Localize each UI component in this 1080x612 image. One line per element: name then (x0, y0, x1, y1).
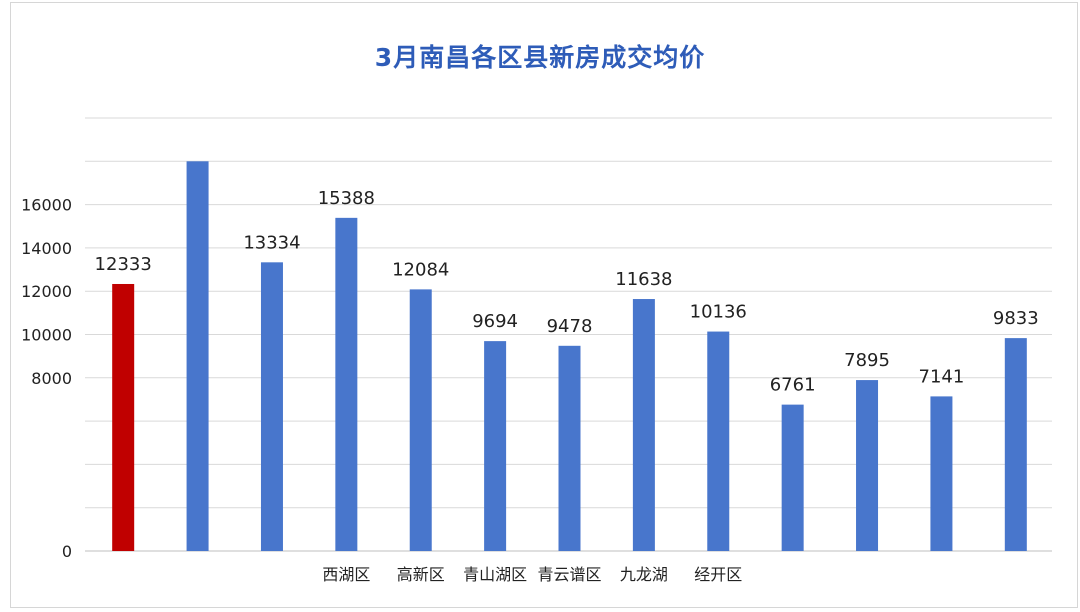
bar (856, 380, 879, 551)
data-label: 11638 (615, 269, 672, 290)
bar (558, 345, 581, 551)
data-label: 6761 (770, 375, 816, 396)
x-tick-label: 青山湖区 (463, 565, 527, 584)
bar (632, 299, 655, 551)
y-tick-label: 14000 (21, 239, 72, 258)
data-label: 7141 (919, 366, 965, 387)
bar (112, 283, 135, 551)
bar (781, 404, 804, 551)
y-tick-label: 0 (62, 542, 72, 561)
x-tick-label: 青云谱区 (537, 565, 601, 584)
data-label: 12333 (95, 254, 152, 275)
bar (335, 217, 358, 551)
bar (409, 289, 432, 551)
data-label: 9694 (472, 311, 518, 332)
y-tick-label: 8000 (31, 369, 72, 388)
x-tick-label: 经开区 (694, 565, 742, 584)
data-label: 15388 (318, 188, 375, 209)
data-label: 9478 (547, 316, 593, 337)
chart-title: 3月南昌各区县新房成交均价 (374, 43, 706, 72)
bar (930, 396, 953, 551)
x-tick-label: 九龙湖 (620, 565, 668, 584)
bar (484, 341, 507, 551)
data-label: 7895 (844, 350, 890, 371)
data-label: 9833 (993, 308, 1039, 329)
data-label: 12084 (392, 259, 449, 280)
bar (1004, 338, 1027, 551)
data-label: 13334 (243, 232, 300, 253)
x-tick-label: 西湖区 (322, 565, 370, 584)
y-tick-label: 12000 (21, 282, 72, 301)
data-label: 10136 (690, 302, 747, 323)
bar (707, 331, 730, 551)
bar (186, 161, 209, 552)
bar (260, 262, 283, 551)
x-tick-label: 高新区 (397, 565, 445, 584)
y-tick-label: 16000 (21, 196, 72, 215)
y-tick-label: 10000 (21, 326, 72, 345)
